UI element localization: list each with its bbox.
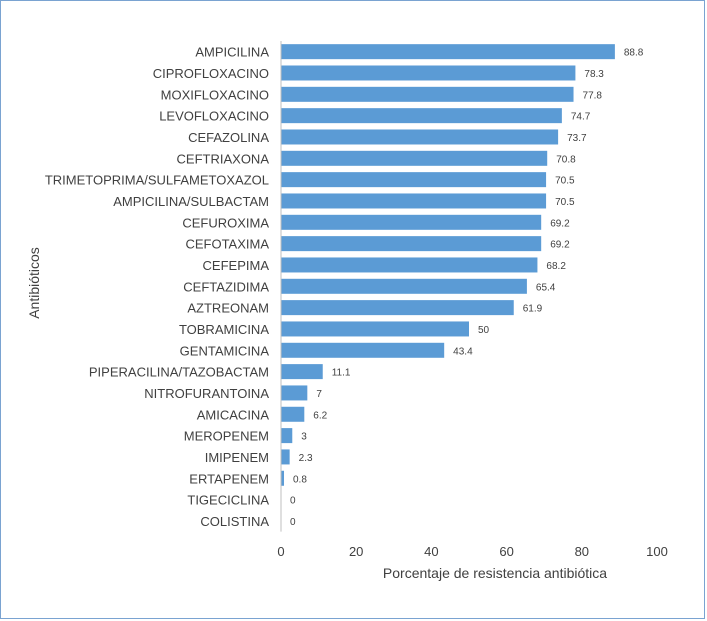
category-label: CEFEPIMA — [203, 258, 270, 273]
category-label: NITROFURANTOINA — [144, 386, 269, 401]
value-label: 68.2 — [546, 261, 566, 272]
value-label: 69.2 — [550, 218, 570, 229]
category-label: CIPROFLOXACINO — [153, 66, 269, 81]
value-label: 61.9 — [523, 304, 543, 315]
bars-group — [281, 44, 615, 486]
category-label: AMICACINA — [197, 407, 270, 422]
value-labels: 88.878.377.874.773.770.870.570.569.269.2… — [290, 48, 644, 528]
x-tick-label: 20 — [349, 544, 363, 559]
category-label: COLISTINA — [200, 514, 269, 529]
bar — [281, 385, 308, 401]
bar — [281, 364, 323, 380]
category-label: TIGECICLINA — [187, 493, 269, 508]
category-label: IMIPENEM — [205, 450, 269, 465]
category-label: TOBRAMICINA — [179, 322, 269, 337]
category-label: CEFTAZIDIMA — [183, 279, 269, 294]
bar — [281, 342, 445, 358]
bar — [281, 129, 559, 145]
value-label: 3 — [301, 432, 307, 443]
category-label: AZTREONAM — [187, 301, 269, 316]
category-label: LEVOFLOXACINO — [159, 109, 269, 124]
x-tick-label: 80 — [575, 544, 589, 559]
bar — [281, 44, 615, 60]
bar — [281, 172, 547, 188]
bar — [281, 300, 514, 316]
value-label: 70.8 — [556, 154, 576, 165]
x-axis-title: Porcentaje de resistencia antibiótica — [383, 565, 607, 581]
category-label: TRIMETOPRIMA/SULFAMETOXAZOL — [45, 173, 269, 188]
y-axis-title: Antibióticos — [26, 247, 42, 319]
value-label: 0 — [290, 496, 296, 507]
category-label: AMPICILINA/SULBACTAM — [113, 194, 269, 209]
value-label: 43.4 — [453, 346, 473, 357]
bar — [281, 193, 547, 209]
value-label: 77.8 — [583, 90, 603, 101]
value-label: 78.3 — [584, 69, 604, 80]
bar — [281, 321, 469, 337]
value-label: 70.5 — [555, 197, 575, 208]
value-label: 7 — [316, 389, 322, 400]
value-label: 50 — [478, 325, 490, 336]
category-label: ERTAPENEM — [189, 471, 269, 486]
value-label: 74.7 — [571, 112, 591, 123]
category-label: GENTAMICINA — [180, 343, 270, 358]
value-label: 69.2 — [550, 240, 570, 251]
value-label: 88.8 — [624, 48, 644, 59]
category-label: CEFAZOLINA — [188, 130, 269, 145]
category-label: MOXIFLOXACINO — [161, 87, 269, 102]
x-tick-label: 0 — [277, 544, 284, 559]
bar — [281, 470, 285, 486]
x-tick-labels: 0 20 40 60 80 100 — [277, 544, 667, 559]
category-label: MEROPENEM — [184, 429, 269, 444]
value-label: 2.3 — [299, 453, 313, 464]
bar — [281, 428, 293, 444]
bar — [281, 214, 542, 230]
bar — [281, 150, 548, 166]
category-label: CEFTRIAXONA — [177, 151, 270, 166]
category-labels: AMPICILINA CIPROFLOXACINO MOXIFLOXACINO LEV… — [45, 45, 270, 529]
value-label: 0 — [290, 517, 296, 528]
value-label: 65.4 — [536, 282, 556, 293]
bar — [281, 278, 527, 294]
value-label: 11.1 — [332, 368, 351, 379]
value-label: 70.5 — [555, 176, 575, 187]
category-label: AMPICILINA — [195, 45, 269, 60]
value-label: 6.2 — [313, 410, 327, 421]
x-tick-label: 60 — [499, 544, 513, 559]
bar — [281, 449, 290, 465]
bar — [281, 257, 538, 273]
bar — [281, 65, 576, 81]
bar — [281, 406, 305, 422]
bar — [281, 108, 562, 124]
category-label: PIPERACILINA/TAZOBACTAM — [89, 365, 269, 380]
value-label: 0.8 — [293, 474, 307, 485]
category-label: CEFUROXIMA — [182, 215, 269, 230]
value-label: 73.7 — [567, 133, 587, 144]
bar — [281, 86, 574, 102]
category-label: CEFOTAXIMA — [185, 237, 269, 252]
x-tick-label: 100 — [646, 544, 668, 559]
bar — [281, 236, 542, 252]
x-tick-label: 40 — [424, 544, 438, 559]
